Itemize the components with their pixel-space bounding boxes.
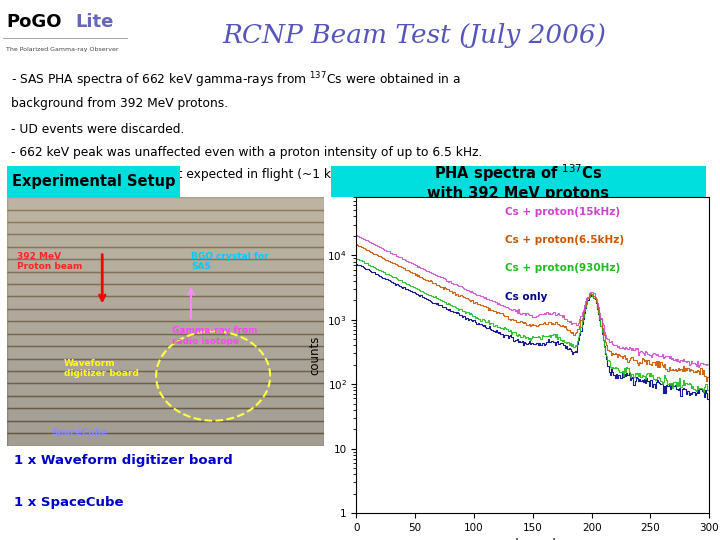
Text: Cs + proton(930Hz): Cs + proton(930Hz) xyxy=(505,264,620,273)
Bar xyxy=(7,346,324,359)
Bar xyxy=(7,433,324,446)
Text: 1 x SpaceCube: 1 x SpaceCube xyxy=(14,496,123,509)
Text: PoGO: PoGO xyxy=(6,13,62,31)
X-axis label: channel: channel xyxy=(510,538,556,540)
Bar xyxy=(7,222,324,234)
Text: Cs + proton(15kHz): Cs + proton(15kHz) xyxy=(505,207,620,217)
Text: background from 392 MeV protons.: background from 392 MeV protons. xyxy=(11,97,228,110)
Text: RCNP Beam Test (July 2006): RCNP Beam Test (July 2006) xyxy=(222,23,606,48)
Bar xyxy=(7,359,324,371)
Bar xyxy=(7,259,324,272)
Text: Lite: Lite xyxy=(75,13,114,31)
Text: SpaceCube: SpaceCube xyxy=(52,428,108,437)
Bar xyxy=(7,383,324,396)
Bar xyxy=(7,321,324,334)
Bar xyxy=(7,334,324,346)
Text: - 662 keV peak was unaffected even with a proton intensity of up to 6.5 kHz.: - 662 keV peak was unaffected even with … xyxy=(11,146,482,159)
Bar xyxy=(7,396,324,408)
Text: BGO crystal for
SAS: BGO crystal for SAS xyxy=(191,252,269,271)
Text: Gamma-ray from
radio isotope: Gamma-ray from radio isotope xyxy=(172,326,258,346)
Text: - SAS PHA spectra of 662 keV gamma-rays from $^{137}$Cs were obtained in a: - SAS PHA spectra of 662 keV gamma-rays … xyxy=(11,70,460,90)
Text: This rate is higher than that expected in flight (~1 kHz @ ~40 km).: This rate is higher than that expected i… xyxy=(11,168,423,181)
Bar xyxy=(7,247,324,259)
Text: Cs only: Cs only xyxy=(505,292,547,302)
Bar xyxy=(7,309,324,321)
Text: The Polarized Gamma-ray Observer: The Polarized Gamma-ray Observer xyxy=(6,48,119,52)
Text: Experimental Setup: Experimental Setup xyxy=(12,174,176,189)
Bar xyxy=(7,284,324,296)
Bar xyxy=(7,296,324,309)
Text: Waveform
digitizer board: Waveform digitizer board xyxy=(64,359,139,378)
Text: 392 MeV
Proton beam: 392 MeV Proton beam xyxy=(17,252,82,271)
Text: PHA spectra of $^{137}$Cs
with 392 MeV protons: PHA spectra of $^{137}$Cs with 392 MeV p… xyxy=(428,162,609,201)
Text: 1 x Waveform digitizer board: 1 x Waveform digitizer board xyxy=(14,454,233,467)
Text: - UD events were discarded.: - UD events were discarded. xyxy=(11,123,184,136)
Y-axis label: counts: counts xyxy=(309,335,322,375)
Text: Cs + proton(6.5kHz): Cs + proton(6.5kHz) xyxy=(505,235,624,245)
Bar xyxy=(7,272,324,284)
Bar xyxy=(7,197,324,210)
Bar xyxy=(7,210,324,222)
Bar xyxy=(7,371,324,383)
Bar xyxy=(7,234,324,247)
Bar xyxy=(7,408,324,421)
Bar xyxy=(7,421,324,433)
